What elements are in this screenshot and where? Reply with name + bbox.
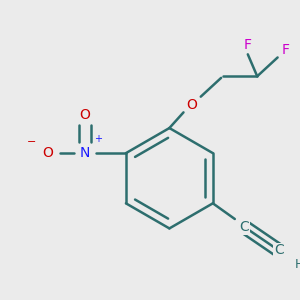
Text: O: O xyxy=(80,109,91,122)
Text: O: O xyxy=(42,146,53,160)
Text: F: F xyxy=(281,43,290,57)
Text: C: C xyxy=(239,220,249,234)
Text: −: − xyxy=(27,137,37,147)
Text: O: O xyxy=(186,98,197,112)
Text: +: + xyxy=(94,134,102,144)
Text: C: C xyxy=(274,243,284,257)
Text: N: N xyxy=(80,146,90,160)
Text: F: F xyxy=(244,38,252,52)
Text: H: H xyxy=(294,258,300,271)
